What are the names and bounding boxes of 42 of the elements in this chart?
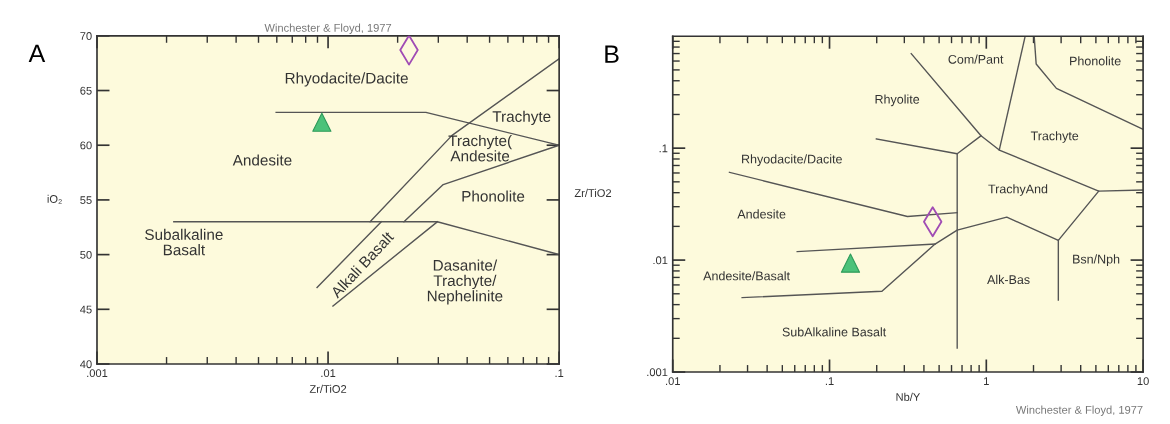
annotation: Alk-Bas: [987, 274, 1030, 285]
annotation: Trachyte: [1030, 131, 1079, 143]
annotation: Phonolite: [462, 190, 525, 202]
annotation: Trachyte: [492, 110, 551, 125]
x-tick-label: 10: [1137, 377, 1149, 386]
x-tick-label: .01: [321, 369, 336, 378]
x-tick-label: .1: [555, 369, 564, 377]
text: B: [605, 45, 619, 63]
y-tick-label: 45: [80, 305, 92, 314]
y-tick-label: 55: [80, 196, 92, 205]
annotation: Rhyodacite/Dacite: [742, 154, 842, 166]
x-tick-label: .1: [825, 377, 834, 385]
y-tick-label: 50: [80, 250, 92, 259]
annotation: Rhyodacite/Dacite: [285, 72, 408, 87]
annotation: Dasanite/ Trachyte/ Nephelinite: [427, 259, 503, 305]
y-tick-label: 70: [80, 32, 92, 40]
annotation: Andesite: [232, 154, 292, 166]
chart-title: Winchester & Floyd, 1977: [264, 23, 392, 34]
annotation: TrachyAnd: [988, 184, 1048, 196]
annotation: Trachyte( Andesite: [448, 134, 512, 162]
annotation: SubAlkaline Basalt: [782, 327, 887, 337]
annotation: Rhyolite: [875, 94, 920, 107]
x-tick-label: 1: [984, 377, 989, 385]
y-axis-title: iO₂: [47, 194, 62, 204]
x-tick-label: .001: [87, 369, 108, 378]
y-tick-label: 40: [80, 360, 92, 369]
annotation: Andesite/Basalt: [703, 271, 790, 281]
annotation: Bsn/Nph: [1073, 254, 1120, 267]
y-tick-label: .01: [653, 256, 668, 265]
y-tick-label: 60: [80, 141, 92, 150]
x-tick-label: .01: [666, 377, 680, 386]
annotation: Phonolite: [1070, 56, 1121, 66]
annotation: Subalkaline Basalt: [145, 228, 223, 256]
text: A: [28, 44, 46, 62]
text: Winchester & Floyd, 1977: [1015, 405, 1143, 416]
y-tick-label: 65: [80, 86, 92, 95]
annotation: Com/Pant: [948, 54, 1004, 64]
x-axis-title: Zr/TiO2: [309, 384, 347, 393]
annotation: Andesite: [737, 209, 786, 219]
y-tick-label: .1: [659, 144, 668, 153]
y-axis-title: Zr/TiO2: [574, 188, 612, 198]
x-axis-title: Nb/Y: [896, 392, 921, 401]
